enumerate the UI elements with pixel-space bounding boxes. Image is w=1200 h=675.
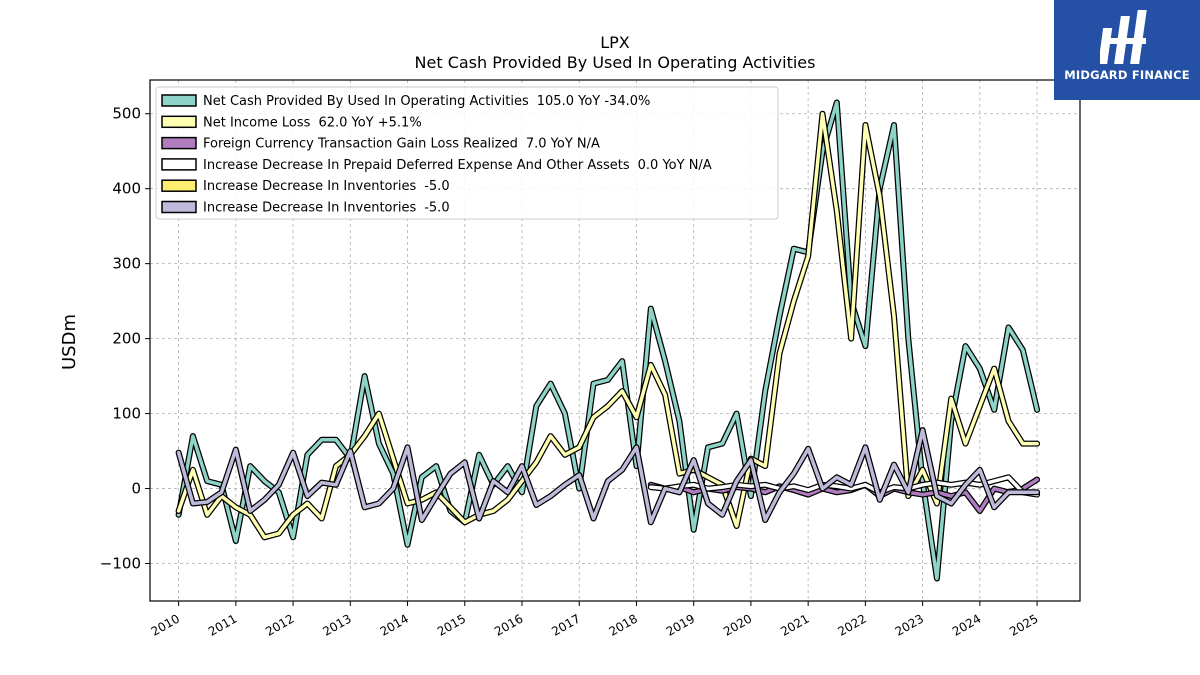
x-tick-label: 2018 — [607, 611, 640, 638]
series-line-1 — [176, 111, 1039, 540]
y-tick-label: 200 — [112, 330, 141, 348]
legend-series-name: Increase Decrease In Prepaid Deferred Ex… — [203, 158, 630, 173]
logo-text: MIDGARD FINANCE — [1064, 68, 1190, 82]
midgard-logo-icon — [1100, 10, 1147, 64]
series-line-5 — [176, 428, 1039, 525]
y-axis: −100 0 100 200 300 400 500 — [100, 105, 150, 573]
y-tick-label: 400 — [112, 180, 141, 198]
series-lines — [175, 99, 1041, 582]
legend-series-value: 0.0 YoY N/A — [638, 158, 712, 173]
legend-box — [155, 86, 779, 220]
legend-series-name: Increase Decrease In Inventories — [203, 201, 416, 216]
legend: Net Cash Provided By Used In Operating A… — [155, 86, 779, 220]
legend-label-3: Increase Decrease In Prepaid Deferred Ex… — [203, 158, 712, 173]
y-tick-label: 100 — [112, 405, 141, 423]
x-tick-label: 2017 — [549, 611, 582, 638]
legend-series-name: Net Cash Provided By Used In Operating A… — [203, 94, 529, 109]
y-tick-label: −100 — [100, 555, 141, 573]
y-tick-label: 300 — [112, 255, 141, 273]
legend-series-value: -5.0 — [424, 179, 449, 194]
legend-label-4: Increase Decrease In Inventories -5.0 — [203, 179, 450, 194]
x-axis: 2010 2011 2012 2013 2014 2015 2016 2017 2018 2019… — [149, 601, 1041, 639]
chart-title: LPX — [600, 33, 630, 52]
x-tick-label: 2015 — [435, 611, 468, 638]
x-tick-label: 2013 — [320, 611, 353, 638]
x-tick-label: 2012 — [263, 611, 296, 638]
legend-label-5: Increase Decrease In Inventories -5.0 — [203, 201, 450, 216]
brand-logo: MIDGARD FINANCE — [1054, 0, 1200, 100]
legend-swatch-3 — [161, 158, 197, 171]
legend-label-1: Net Income Loss 62.0 YoY +5.1% — [203, 115, 422, 130]
series-line-3 — [649, 475, 1039, 497]
legend-swatch-5 — [161, 200, 197, 214]
x-tick-label: 2011 — [206, 611, 239, 638]
series-line-0 — [176, 100, 1039, 581]
legend-swatch-4 — [161, 179, 197, 192]
legend-series-name: Increase Decrease In Inventories — [203, 179, 416, 194]
y-axis-label: USDm — [59, 314, 80, 370]
legend-series-value: 62.0 YoY +5.1% — [318, 115, 421, 130]
legend-series-value: 105.0 YoY -34.0% — [537, 94, 651, 109]
legend-series-name: Foreign Currency Transaction Gain Loss R… — [203, 137, 518, 152]
x-tick-label: 2020 — [721, 611, 754, 638]
x-tick-label: 2019 — [664, 611, 697, 638]
plot-frame — [149, 79, 1081, 602]
y-tick-label: 500 — [112, 105, 141, 123]
legend-series-value: -5.0 — [424, 201, 449, 216]
y-tick-label: 0 — [131, 480, 141, 498]
legend-swatch-0 — [161, 94, 197, 107]
legend-label-0: Net Cash Provided By Used In Operating A… — [203, 94, 650, 109]
x-tick-label: 2022 — [835, 611, 868, 638]
x-tick-label: 2021 — [778, 611, 811, 638]
x-tick-label: 2023 — [893, 611, 926, 638]
x-tick-label: 2016 — [492, 611, 525, 638]
legend-swatch-2 — [161, 136, 197, 150]
chart-subtitle: Net Cash Provided By Used In Operating A… — [415, 53, 816, 72]
legend-swatch-1 — [161, 115, 197, 129]
legend-series-name: Net Income Loss — [203, 115, 311, 130]
x-tick-label: 2014 — [378, 611, 411, 638]
legend-series-value: 7.0 YoY N/A — [526, 137, 600, 152]
legend-label-2: Foreign Currency Transaction Gain Loss R… — [203, 137, 600, 152]
x-tick-label: 2024 — [950, 611, 983, 638]
x-tick-label: 2010 — [149, 611, 182, 638]
x-tick-label: 2025 — [1007, 611, 1040, 638]
